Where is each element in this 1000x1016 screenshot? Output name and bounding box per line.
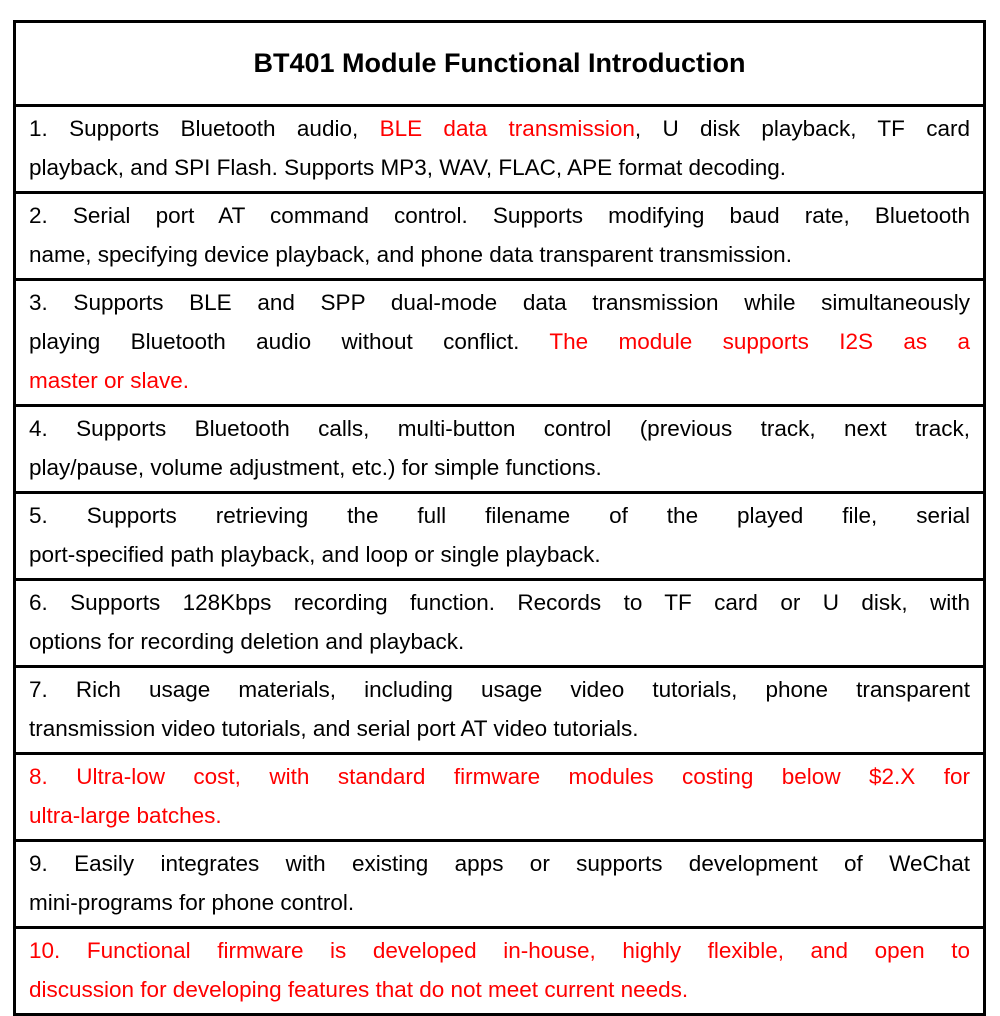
highlighted-text: BLE data transmission (379, 116, 635, 141)
feature-row-9: 9. Easily integrates with existing apps … (16, 842, 983, 929)
feature-line: 7. Rich usage materials, including usage… (29, 670, 970, 709)
feature-text: 2. Serial port AT command control. Suppo… (29, 203, 970, 228)
feature-line: mini-programs for phone control. (29, 883, 970, 922)
feature-text: 4. Supports Bluetooth calls, multi-butto… (29, 416, 970, 441)
feature-line: master or slave. (29, 361, 970, 400)
feature-text: , U disk playback, TF card (634, 116, 970, 141)
feature-text: 6. Supports 128Kbps recording function. … (29, 590, 970, 615)
feature-line: discussion for developing features that … (29, 970, 970, 1009)
feature-text: play/pause, volume adjustment, etc.) for… (29, 455, 602, 480)
feature-row-2: 2. Serial port AT command control. Suppo… (16, 194, 983, 281)
feature-text: transmission video tutorials, and serial… (29, 716, 639, 741)
feature-line: 9. Easily integrates with existing apps … (29, 844, 970, 883)
feature-row-1: 1. Supports Bluetooth audio, BLE data tr… (16, 107, 983, 194)
feature-line: 4. Supports Bluetooth calls, multi-butto… (29, 409, 970, 448)
feature-text: name, specifying device playback, and ph… (29, 242, 792, 267)
feature-row-5: 5. Supports retrieving the full filename… (16, 494, 983, 581)
feature-line: 5. Supports retrieving the full filename… (29, 496, 970, 535)
feature-row-6: 6. Supports 128Kbps recording function. … (16, 581, 983, 668)
feature-line: options for recording deletion and playb… (29, 622, 970, 661)
feature-line: 3. Supports BLE and SPP dual-mode data t… (29, 283, 970, 322)
feature-line: 1. Supports Bluetooth audio, BLE data tr… (29, 109, 970, 148)
feature-text: port-specified path playback, and loop o… (29, 542, 601, 567)
feature-line: ultra-large batches. (29, 796, 970, 835)
highlighted-text: discussion for developing features that … (29, 977, 689, 1002)
feature-row-7: 7. Rich usage materials, including usage… (16, 668, 983, 755)
feature-text: 7. Rich usage materials, including usage… (29, 677, 970, 702)
feature-row-8: 8. Ultra-low cost, with standard firmwar… (16, 755, 983, 842)
feature-line: 8. Ultra-low cost, with standard firmwar… (29, 757, 970, 796)
feature-line: 6. Supports 128Kbps recording function. … (29, 583, 970, 622)
feature-text: 1. Supports Bluetooth audio, (29, 116, 380, 141)
feature-line: 2. Serial port AT command control. Suppo… (29, 196, 970, 235)
highlighted-text: ultra-large batches. (29, 803, 222, 828)
highlighted-text: The module supports I2S as a (549, 329, 970, 354)
feature-text: 5. Supports retrieving the full filename… (29, 503, 970, 528)
feature-table: BT401 Module Functional Introduction 1. … (13, 20, 986, 1016)
highlighted-text: 10. Functional firmware is developed in-… (29, 938, 970, 963)
highlighted-text: 8. Ultra-low cost, with standard firmwar… (29, 764, 970, 789)
feature-text: options for recording deletion and playb… (29, 629, 465, 654)
feature-text: mini-programs for phone control. (29, 890, 355, 915)
feature-row-3: 3. Supports BLE and SPP dual-mode data t… (16, 281, 983, 407)
feature-line: playing Bluetooth audio without conflict… (29, 322, 970, 361)
feature-text: playing Bluetooth audio without conflict… (29, 329, 550, 354)
feature-line: playback, and SPI Flash. Supports MP3, W… (29, 148, 970, 187)
feature-text: 9. Easily integrates with existing apps … (29, 851, 970, 876)
feature-text: playback, and SPI Flash. Supports MP3, W… (29, 155, 787, 180)
feature-row-10: 10. Functional firmware is developed in-… (16, 929, 983, 1013)
highlighted-text: master or slave. (29, 368, 190, 393)
feature-line: play/pause, volume adjustment, etc.) for… (29, 448, 970, 487)
feature-line: port-specified path playback, and loop o… (29, 535, 970, 574)
feature-line: 10. Functional firmware is developed in-… (29, 931, 970, 970)
table-title: BT401 Module Functional Introduction (16, 23, 983, 107)
feature-text: 3. Supports BLE and SPP dual-mode data t… (29, 290, 970, 315)
feature-line: name, specifying device playback, and ph… (29, 235, 970, 274)
feature-line: transmission video tutorials, and serial… (29, 709, 970, 748)
feature-rows: 1. Supports Bluetooth audio, BLE data tr… (16, 107, 983, 1013)
feature-row-4: 4. Supports Bluetooth calls, multi-butto… (16, 407, 983, 494)
